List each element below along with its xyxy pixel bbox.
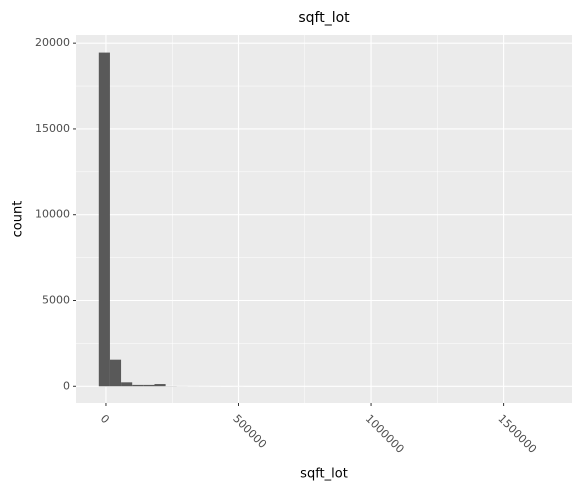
- x-tick-label: 1000000: [363, 412, 407, 456]
- bar: [98, 52, 110, 387]
- bar: [109, 359, 122, 387]
- y-tick-label: 15000: [35, 122, 70, 135]
- y-tick-label: 5000: [42, 293, 70, 306]
- y-axis-label: count: [11, 201, 26, 238]
- bar: [132, 384, 144, 387]
- y-tick-label: 20000: [35, 36, 70, 49]
- panel: [76, 35, 572, 403]
- x-tick-label: 1500000: [495, 412, 539, 456]
- bar: [121, 382, 133, 387]
- bar: [154, 384, 166, 387]
- y-tick-label: 10000: [35, 208, 70, 221]
- x-axis-label: sqft_lot: [300, 467, 348, 482]
- x-tick-label: 500000: [230, 412, 269, 451]
- bar: [143, 384, 155, 387]
- y-tick-label: 0: [63, 379, 70, 392]
- chart-title: sqft_lot: [298, 10, 350, 26]
- x-tick-label: 0: [98, 412, 112, 426]
